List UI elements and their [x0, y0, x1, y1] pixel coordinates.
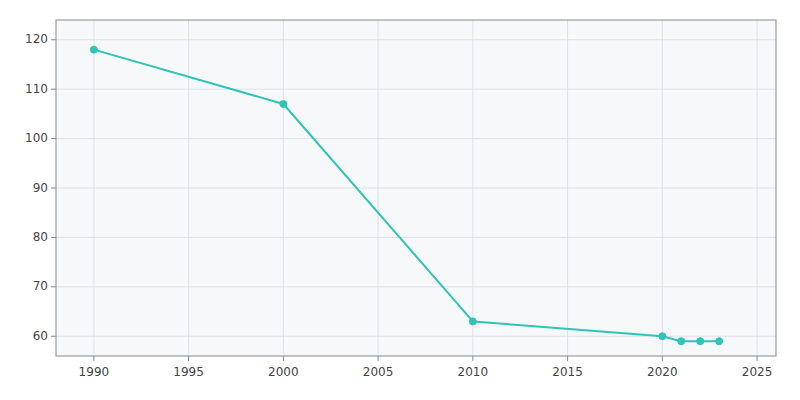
x-tick-mark — [378, 356, 379, 361]
data-point — [697, 338, 704, 345]
x-tick-label: 1990 — [79, 365, 110, 379]
chart-container: 60 70 80 90 100 110 120 1990 1995 2000 2005 2010 201… — [0, 0, 800, 400]
data-line — [94, 50, 719, 342]
chart-svg: 60 70 80 90 100 110 120 1990 1995 2000 2005 2010 201… — [0, 0, 800, 400]
x-tick-label: 2010 — [458, 365, 489, 379]
y-tick-mark — [51, 336, 56, 337]
y-grid-line — [56, 188, 776, 189]
data-point — [90, 46, 97, 53]
x-tick-label: 2000 — [268, 365, 299, 379]
data-point — [469, 318, 476, 325]
x-tick-mark — [757, 356, 758, 361]
y-tick-mark — [51, 188, 56, 189]
y-grid-line — [56, 138, 776, 139]
x-grid-line — [567, 20, 568, 356]
y-grid-line — [56, 286, 776, 287]
x-tick-mark — [472, 356, 473, 361]
y-tick-label: 70 — [33, 279, 48, 293]
x-tick-label: 1995 — [173, 365, 204, 379]
y-tick-mark — [51, 39, 56, 40]
y-tick-label: 100 — [25, 131, 48, 145]
x-tick-mark — [93, 356, 94, 361]
x-grid-line — [378, 20, 379, 356]
data-point — [659, 333, 666, 340]
x-grid-line — [93, 20, 94, 356]
x-tick-mark — [283, 356, 284, 361]
data-point — [280, 101, 287, 108]
data-point — [716, 338, 723, 345]
y-tick-mark — [51, 237, 56, 238]
grid — [56, 20, 776, 356]
data-group — [90, 46, 722, 345]
data-point — [678, 338, 685, 345]
y-grid-line — [56, 336, 776, 337]
y-grid-line — [56, 237, 776, 238]
x-tick-mark — [188, 356, 189, 361]
x-tick-label: 2025 — [742, 365, 773, 379]
x-grid-line — [188, 20, 189, 356]
y-grid-line — [56, 39, 776, 40]
axes: 60 70 80 90 100 110 120 1990 1995 2000 2005 2010 201… — [25, 32, 772, 379]
x-tick-label: 2015 — [552, 365, 583, 379]
x-tick-mark — [567, 356, 568, 361]
x-tick-label: 2020 — [647, 365, 678, 379]
y-tick-mark — [51, 286, 56, 287]
y-tick-label: 120 — [25, 32, 48, 46]
y-grid-line — [56, 89, 776, 90]
x-tick-label: 2005 — [363, 365, 394, 379]
x-grid-line — [662, 20, 663, 356]
y-tick-label: 80 — [33, 230, 48, 244]
plot-frame — [56, 20, 776, 356]
y-tick-mark — [51, 89, 56, 90]
y-tick-mark — [51, 138, 56, 139]
x-grid-line — [283, 20, 284, 356]
y-tick-label: 90 — [33, 181, 48, 195]
y-tick-label: 60 — [33, 329, 48, 343]
x-tick-mark — [662, 356, 663, 361]
y-tick-label: 110 — [25, 82, 48, 96]
plot-area — [56, 20, 776, 356]
x-grid-line — [472, 20, 473, 356]
x-grid-line — [757, 20, 758, 356]
